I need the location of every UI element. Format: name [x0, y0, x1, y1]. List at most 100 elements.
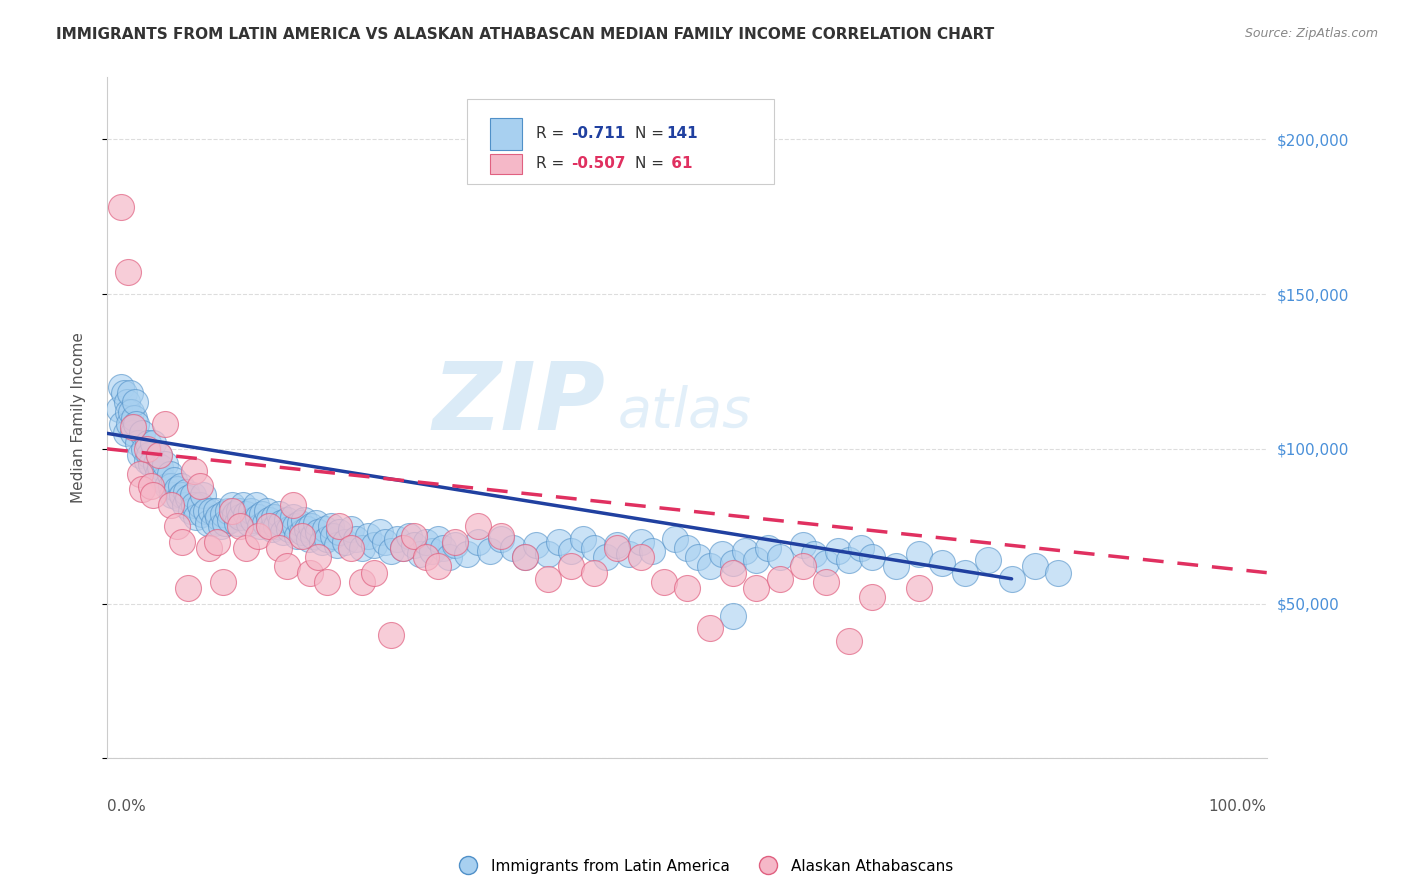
Point: [159, 467, 181, 481]
Point: [314, 522, 336, 536]
Point: [404, 538, 426, 552]
Point: [502, 541, 524, 555]
Point: [333, 534, 356, 549]
Point: [263, 510, 285, 524]
Point: [177, 581, 200, 595]
Point: [491, 528, 513, 542]
Point: [245, 498, 267, 512]
Point: [595, 550, 617, 565]
Point: [145, 458, 167, 472]
Point: [121, 420, 143, 434]
Point: [745, 553, 768, 567]
Text: 141: 141: [666, 127, 697, 142]
Point: [583, 566, 606, 580]
Point: [276, 559, 298, 574]
Text: Source: ZipAtlas.com: Source: ZipAtlas.com: [1244, 27, 1378, 40]
Point: [281, 498, 304, 512]
Point: [352, 541, 374, 555]
FancyBboxPatch shape: [467, 99, 773, 185]
Point: [664, 532, 686, 546]
Point: [977, 553, 1000, 567]
Point: [299, 519, 322, 533]
Point: [284, 519, 307, 533]
Point: [415, 534, 437, 549]
Point: [177, 491, 200, 506]
Point: [228, 504, 250, 518]
Point: [111, 417, 134, 431]
Point: [305, 516, 328, 530]
Point: [183, 463, 205, 477]
Point: [207, 534, 229, 549]
Point: [160, 488, 183, 502]
Point: [191, 507, 214, 521]
Point: [149, 460, 172, 475]
Point: [188, 479, 211, 493]
Legend: Immigrants from Latin America, Alaskan Athabascans: Immigrants from Latin America, Alaskan A…: [447, 853, 959, 880]
Point: [266, 519, 288, 533]
Point: [322, 528, 344, 542]
Point: [166, 482, 188, 496]
Point: [467, 534, 489, 549]
Point: [235, 507, 257, 521]
Point: [114, 386, 136, 401]
Point: [221, 504, 243, 518]
Point: [153, 458, 176, 472]
Point: [186, 510, 208, 524]
Point: [253, 516, 276, 530]
Point: [259, 519, 281, 533]
Point: [391, 541, 413, 555]
Point: [172, 534, 194, 549]
Point: [259, 513, 281, 527]
Point: [491, 532, 513, 546]
Point: [134, 442, 156, 456]
Point: [276, 513, 298, 527]
FancyBboxPatch shape: [489, 118, 522, 150]
Point: [246, 510, 269, 524]
Point: [135, 454, 157, 468]
Point: [931, 557, 953, 571]
Point: [298, 566, 321, 580]
Point: [131, 426, 153, 441]
Point: [352, 574, 374, 589]
Text: N =: N =: [634, 156, 664, 171]
Point: [426, 532, 449, 546]
Point: [380, 544, 402, 558]
Point: [256, 504, 278, 518]
Text: R =: R =: [536, 127, 564, 142]
Point: [524, 538, 547, 552]
Point: [363, 566, 385, 580]
Point: [181, 488, 204, 502]
Point: [756, 541, 779, 555]
Point: [205, 504, 228, 518]
Point: [146, 467, 169, 481]
Point: [1024, 559, 1046, 574]
Point: [118, 417, 141, 431]
Text: 100.0%: 100.0%: [1209, 799, 1267, 814]
Point: [815, 574, 838, 589]
Point: [148, 448, 170, 462]
Point: [745, 581, 768, 595]
Point: [235, 541, 257, 555]
Point: [207, 510, 229, 524]
Point: [432, 541, 454, 555]
Point: [139, 479, 162, 493]
Point: [444, 538, 467, 552]
Point: [173, 498, 195, 512]
Point: [862, 591, 884, 605]
Point: [152, 473, 174, 487]
Point: [142, 488, 165, 502]
Point: [456, 547, 478, 561]
Point: [560, 544, 582, 558]
Point: [188, 498, 211, 512]
Point: [391, 541, 413, 555]
Point: [478, 544, 501, 558]
Point: [838, 553, 860, 567]
Point: [537, 547, 560, 561]
Point: [291, 528, 314, 542]
Point: [617, 547, 640, 561]
Point: [125, 417, 148, 431]
Point: [122, 410, 145, 425]
Y-axis label: Median Family Income: Median Family Income: [72, 333, 86, 503]
Text: 61: 61: [666, 156, 693, 171]
Point: [174, 485, 197, 500]
